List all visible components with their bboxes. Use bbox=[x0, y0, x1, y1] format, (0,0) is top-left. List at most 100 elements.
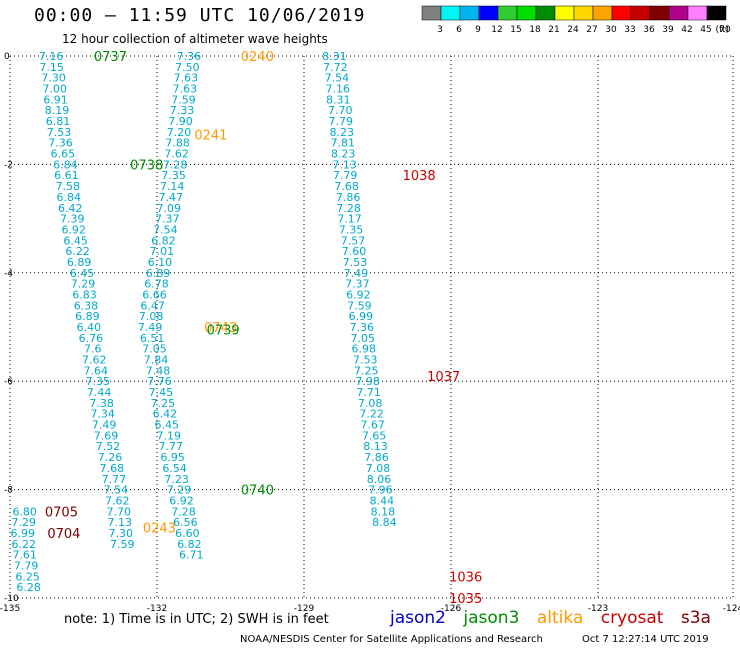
color-scale-bar: 3 6 9 12 15 18 21 24 27 30 33 36 39 42 45 70(ft) bbox=[421, 5, 731, 35]
swh-labels: 7.167.157.307.006.918.196.817.537.366.65… bbox=[10, 50, 396, 594]
swh-value-label: 6.89 bbox=[75, 310, 100, 323]
legend-cryosat: cryosat bbox=[600, 608, 664, 628]
swh-value-label: 7.69 bbox=[94, 429, 119, 442]
swh-value-label: 7.62 bbox=[82, 354, 107, 367]
swh-value-label: 6.89 bbox=[67, 256, 92, 269]
swh-value-label: 6.81 bbox=[46, 115, 71, 128]
swh-value-label: 7.00 bbox=[42, 83, 67, 96]
swh-value-label: 8.06 bbox=[367, 473, 392, 486]
swh-value-label: 6.82 bbox=[177, 538, 202, 551]
pass-time-label: 1038 bbox=[403, 169, 436, 184]
swh-value-label: 7.65 bbox=[362, 429, 387, 442]
swh-value-label: 7.71 bbox=[356, 386, 381, 399]
y-tick-label: -10 bbox=[4, 594, 19, 604]
colorbar-label: 12 bbox=[491, 25, 502, 35]
swh-value-label: 7.62 bbox=[164, 148, 189, 161]
x-tick-label: -132 bbox=[147, 604, 167, 614]
swh-value-label: 7.37 bbox=[345, 278, 370, 291]
swh-value-label: 7.67 bbox=[360, 419, 385, 432]
swh-value-label: 6.99 bbox=[349, 310, 374, 323]
swh-value-label: 7.13 bbox=[332, 158, 357, 171]
x-tick-label: -126 bbox=[441, 604, 462, 614]
swh-value-label: 7.13 bbox=[108, 516, 133, 529]
swh-value-label: 7.29 bbox=[167, 484, 192, 497]
swh-value-label: 6.92 bbox=[61, 223, 86, 236]
swh-value-label: 7.59 bbox=[171, 93, 196, 106]
colorbar-label: 36 bbox=[643, 25, 655, 35]
swh-value-label: 7.84 bbox=[144, 354, 169, 367]
colorbar-swatch bbox=[421, 5, 442, 21]
colorbar-label: 15 bbox=[510, 25, 521, 35]
colorbar-label: 21 bbox=[548, 25, 559, 35]
legend-s3a: s3a bbox=[680, 608, 711, 628]
swh-value-label: 6.42 bbox=[58, 202, 83, 215]
swh-value-label: 7.19 bbox=[157, 429, 182, 442]
colorbar-swatch bbox=[687, 5, 708, 21]
swh-value-label: 7.59 bbox=[347, 299, 372, 312]
colorbar-swatch bbox=[478, 5, 499, 21]
swh-value-label: 7.23 bbox=[164, 473, 189, 486]
swh-value-label: 7.79 bbox=[329, 115, 354, 128]
swh-value-label: 7.05 bbox=[142, 343, 167, 356]
swh-value-label: 8.13 bbox=[363, 440, 388, 453]
swh-value-label: 6.91 bbox=[43, 93, 68, 106]
legend-altika: altika bbox=[536, 608, 584, 628]
swh-value-label: 7.70 bbox=[328, 104, 353, 117]
colorbar-label: 6 bbox=[456, 25, 462, 35]
y-tick-label: 0 bbox=[4, 52, 10, 62]
swh-value-label: 7.22 bbox=[359, 408, 384, 421]
swh-value-label: 7.26 bbox=[98, 451, 123, 464]
x-tick-label: -124 bbox=[723, 604, 740, 614]
swh-value-label: 7.25 bbox=[354, 364, 379, 377]
swh-value-label: 6.78 bbox=[144, 278, 169, 291]
legend-jason3: jason3 bbox=[463, 608, 520, 628]
colorbar-swatch bbox=[649, 5, 670, 21]
swh-value-label: 6.47 bbox=[140, 299, 165, 312]
swh-value-label: 6.84 bbox=[57, 191, 82, 204]
pass-time-label: 0243 bbox=[143, 522, 176, 537]
swh-value-label: 7.34 bbox=[90, 408, 115, 421]
swh-value-label: 7.47 bbox=[158, 191, 183, 204]
footer-note: note: 1) Time is in UTC; 2) SWH is in fe… bbox=[64, 612, 329, 627]
swh-value-label: 7.16 bbox=[39, 50, 64, 63]
swh-value-label: 6.22 bbox=[65, 245, 90, 258]
swh-value-label: 7.50 bbox=[175, 61, 200, 74]
colorbar-swatch bbox=[611, 5, 632, 21]
swh-value-label: 7.08 bbox=[366, 462, 391, 475]
pass-time-label: 1035 bbox=[449, 592, 482, 607]
swh-value-label: 8.18 bbox=[371, 505, 396, 518]
axis-labels: -135 -132 -129 -126 -123 -124 0 -2 -4 -6 -8 -10 bbox=[0, 52, 740, 614]
swh-value-label: 7.53 bbox=[343, 256, 368, 269]
swh-value-label: 6.56 bbox=[173, 516, 198, 529]
colorbar-swatch bbox=[459, 5, 480, 21]
satellite-legend: jason2 jason3 altika cryosat s3a bbox=[390, 608, 723, 628]
colorbar-swatch bbox=[516, 5, 537, 21]
colorbar-unit: (ft) bbox=[715, 25, 729, 35]
swh-value-label: 7.35 bbox=[339, 223, 364, 236]
credit-text: NOAA/NESDIS Center for Satellite Applica… bbox=[240, 634, 543, 645]
swh-value-label: 6.42 bbox=[153, 408, 178, 421]
swh-value-label: 7.28 bbox=[163, 158, 188, 171]
swh-value-label: 8.23 bbox=[331, 148, 356, 161]
colorbar-label: 42 bbox=[681, 25, 692, 35]
colorbar-swatch bbox=[592, 5, 613, 21]
swh-value-label: 7.68 bbox=[100, 462, 125, 475]
swh-value-label: 6.82 bbox=[151, 234, 176, 247]
swh-value-label: 6.54 bbox=[162, 462, 187, 475]
swh-value-label: 7.6 bbox=[84, 343, 102, 356]
swh-value-label: 7.54 bbox=[104, 484, 129, 497]
swh-value-label: 7.54 bbox=[325, 72, 350, 85]
swh-value-label: 8.19 bbox=[45, 104, 70, 117]
timestamp-text: Oct 7 12:27:14 UTC 2019 bbox=[582, 634, 709, 645]
x-tick-label: -123 bbox=[588, 604, 608, 614]
pass-time-label: 0705 bbox=[45, 505, 78, 520]
swh-value-label: 7.81 bbox=[330, 137, 355, 150]
swh-value-label: 6.10 bbox=[148, 256, 173, 269]
swh-value-label: 7.90 bbox=[168, 115, 193, 128]
pass-time-label: 0739 bbox=[207, 324, 240, 339]
swh-value-label: 7.37 bbox=[155, 213, 180, 226]
swh-value-label: 7.35 bbox=[85, 375, 110, 388]
swh-value-label: 7.77 bbox=[102, 473, 127, 486]
swh-value-label: 7.64 bbox=[84, 364, 109, 377]
